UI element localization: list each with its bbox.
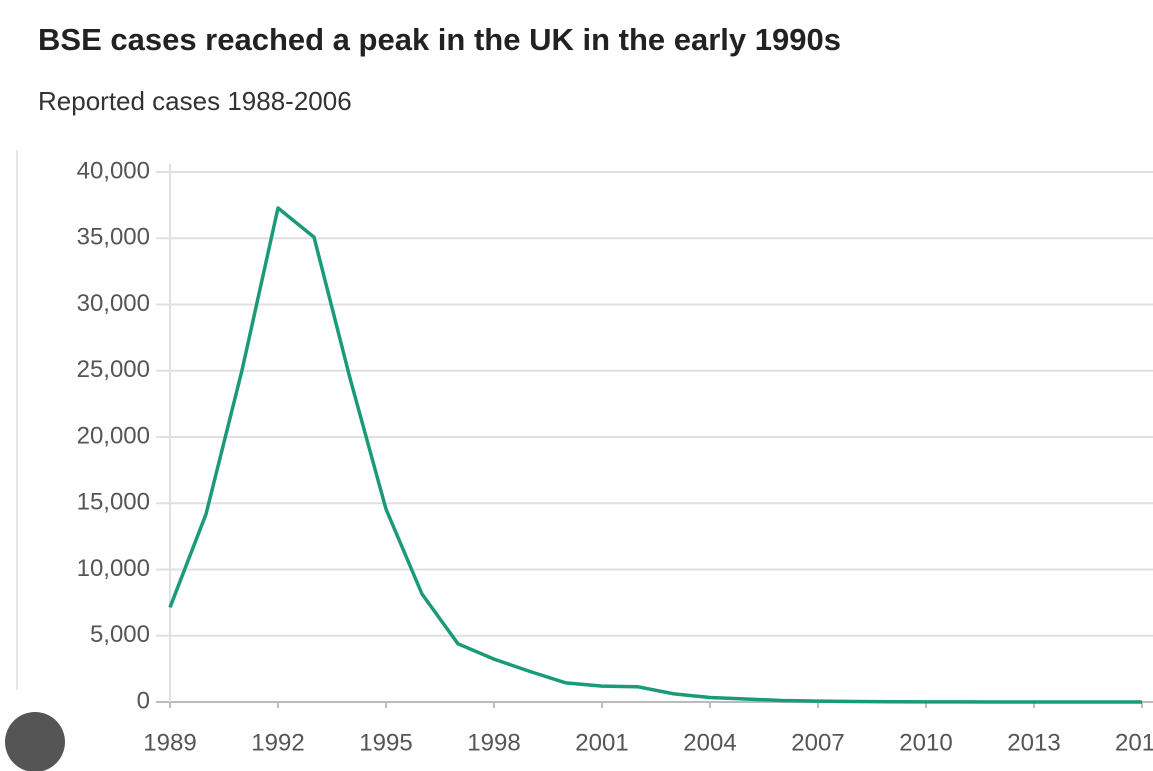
x-tick-label: 2010 — [899, 729, 952, 756]
y-tick-label: 0 — [137, 687, 150, 714]
data-line — [168, 206, 1142, 704]
overlay-icon[interactable] — [5, 712, 65, 771]
y-tick-label: 15,000 — [77, 489, 150, 516]
y-tick-label: 25,000 — [77, 356, 150, 383]
y-tick-label: 20,000 — [77, 422, 150, 449]
x-tick-label: 201 — [1115, 729, 1153, 756]
x-tick-label: 2004 — [683, 729, 736, 756]
x-tick-label: 2013 — [1007, 729, 1060, 756]
x-tick-label: 1989 — [143, 729, 196, 756]
x-tick-label: 2007 — [791, 729, 844, 756]
chart-subtitle: Reported cases 1988-2006 — [38, 86, 352, 116]
x-tick-label: 1995 — [359, 729, 412, 756]
y-tick-label: 35,000 — [77, 224, 150, 251]
y-tick-label: 30,000 — [77, 290, 150, 317]
y-tick-label: 10,000 — [77, 555, 150, 582]
x-tick-label: 2001 — [575, 729, 628, 756]
y-tick-label: 40,000 — [77, 157, 150, 184]
y-tick-label: 5,000 — [90, 621, 150, 648]
x-tick-label: 1992 — [251, 729, 304, 756]
chart-title: BSE cases reached a peak in the UK in th… — [38, 22, 841, 57]
x-tick-label: 1998 — [467, 729, 520, 756]
